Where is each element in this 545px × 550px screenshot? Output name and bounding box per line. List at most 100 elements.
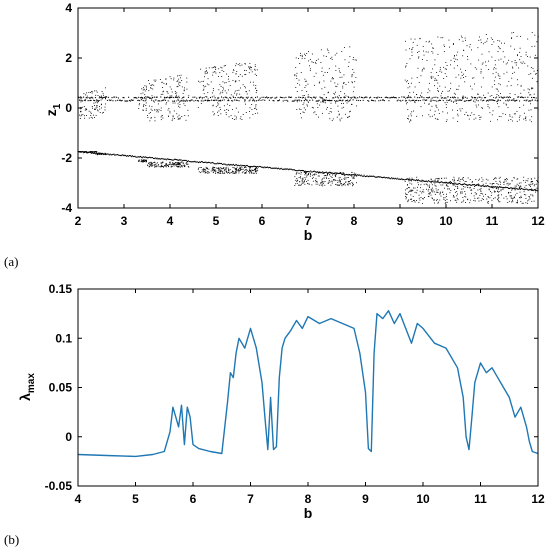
chaotic-point xyxy=(297,179,299,181)
periodic-point xyxy=(297,169,299,172)
chaotic-point xyxy=(445,104,447,106)
chaotic-point xyxy=(474,186,475,187)
chaotic-point xyxy=(319,104,321,106)
periodic-point xyxy=(174,158,176,160)
chaotic-point xyxy=(516,55,518,57)
periodic-point xyxy=(274,97,276,99)
chaotic-point xyxy=(254,64,256,66)
chaotic-point xyxy=(495,71,497,73)
chaotic-point xyxy=(84,151,86,153)
chaotic-point xyxy=(527,56,529,57)
chaotic-point xyxy=(339,70,340,72)
chaotic-point xyxy=(429,192,431,194)
chaotic-point xyxy=(249,67,251,69)
chaotic-point xyxy=(172,116,174,118)
chaotic-point xyxy=(202,171,204,173)
chaotic-point xyxy=(212,111,214,113)
periodic-point xyxy=(435,181,437,183)
chaotic-point xyxy=(326,177,328,179)
chaotic-point xyxy=(165,165,167,167)
chaotic-point xyxy=(301,56,303,58)
chaotic-point xyxy=(456,54,458,56)
chaotic-point xyxy=(406,194,408,196)
chaotic-point xyxy=(340,91,342,92)
chaotic-point xyxy=(156,166,158,168)
chaotic-point xyxy=(332,118,334,120)
chaotic-point xyxy=(454,191,456,193)
chaotic-point xyxy=(164,165,165,167)
periodic-point xyxy=(220,96,223,98)
chaotic-point xyxy=(334,82,336,84)
chaotic-point xyxy=(411,189,413,191)
chaotic-point xyxy=(205,70,207,72)
chaotic-point xyxy=(464,101,466,102)
chaotic-point xyxy=(352,82,353,84)
chaotic-point xyxy=(309,65,310,67)
chaotic-point xyxy=(169,110,171,112)
chaotic-point xyxy=(525,54,527,56)
chaotic-point xyxy=(155,163,157,165)
chaotic-point xyxy=(462,40,464,42)
chaotic-point xyxy=(519,197,521,199)
periodic-point xyxy=(415,179,417,182)
chaotic-point xyxy=(244,63,246,65)
chaotic-point xyxy=(148,162,150,164)
chaotic-point xyxy=(179,166,181,168)
chaotic-point xyxy=(143,87,144,89)
periodic-point xyxy=(223,99,225,101)
chaotic-point xyxy=(409,187,410,189)
periodic-point xyxy=(200,100,202,102)
chaotic-point xyxy=(324,181,326,183)
chaotic-point xyxy=(214,99,215,101)
chaotic-point xyxy=(476,106,478,108)
chaotic-point xyxy=(236,90,238,92)
chaotic-point xyxy=(234,168,236,170)
chaotic-point xyxy=(446,119,448,121)
chaotic-point xyxy=(532,183,534,185)
chaotic-point xyxy=(334,54,336,56)
chaotic-point xyxy=(446,199,448,200)
chaotic-point xyxy=(176,81,178,82)
periodic-point xyxy=(331,99,333,101)
chaotic-point xyxy=(462,96,464,98)
chaotic-point xyxy=(410,198,412,200)
chaotic-point xyxy=(513,177,515,179)
periodic-point xyxy=(387,97,389,99)
chaotic-point xyxy=(427,88,429,90)
periodic-point xyxy=(341,100,343,102)
periodic-point xyxy=(107,96,109,99)
chaotic-point xyxy=(101,91,103,92)
periodic-point xyxy=(114,96,116,98)
periodic-point xyxy=(303,170,305,172)
periodic-point xyxy=(439,181,442,183)
chaotic-point xyxy=(343,172,345,174)
chaotic-point xyxy=(441,92,442,94)
periodic-point xyxy=(355,97,357,99)
chaotic-point xyxy=(175,164,177,166)
chaotic-point xyxy=(253,84,255,86)
chaotic-point xyxy=(198,96,200,98)
chaotic-point xyxy=(444,187,445,189)
chaotic-point xyxy=(508,192,509,193)
chaotic-point xyxy=(245,172,246,174)
chaotic-point xyxy=(222,171,224,173)
periodic-point xyxy=(335,172,337,174)
periodic-point xyxy=(233,99,235,101)
chaotic-point xyxy=(532,77,533,79)
chaotic-point xyxy=(487,201,488,203)
periodic-point xyxy=(242,97,244,99)
periodic-point xyxy=(451,183,454,185)
periodic-point xyxy=(275,167,277,169)
chaotic-point xyxy=(82,151,84,153)
periodic-point xyxy=(307,170,309,173)
chaotic-point xyxy=(519,115,521,117)
periodic-point xyxy=(118,99,120,101)
chaotic-point xyxy=(178,114,180,116)
chaotic-point xyxy=(483,195,485,197)
chaotic-point xyxy=(520,195,522,197)
periodic-point xyxy=(476,97,478,99)
chaotic-point xyxy=(528,89,530,91)
periodic-point xyxy=(533,188,535,191)
chaotic-point xyxy=(218,68,220,70)
chaotic-point xyxy=(150,84,152,86)
